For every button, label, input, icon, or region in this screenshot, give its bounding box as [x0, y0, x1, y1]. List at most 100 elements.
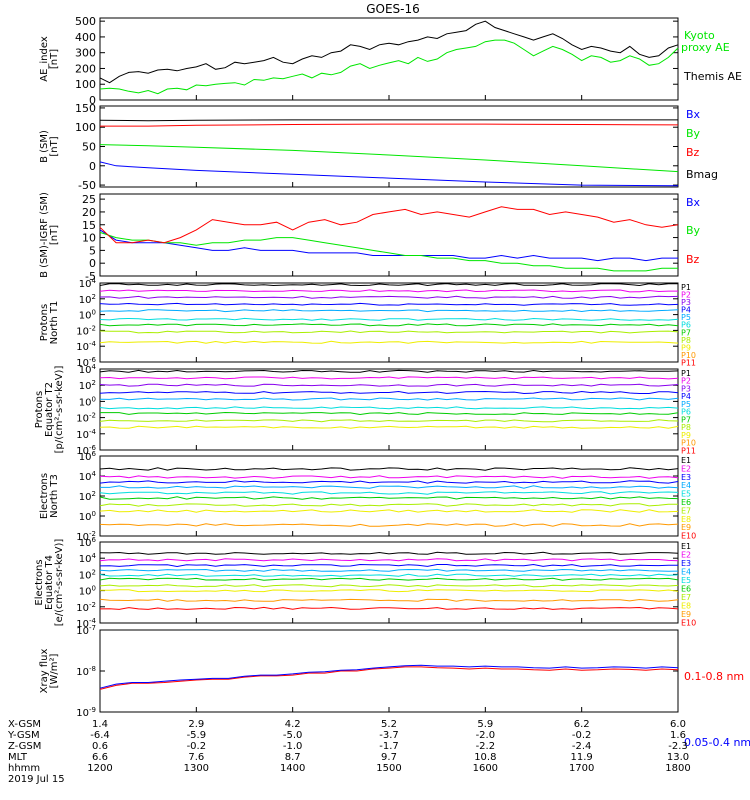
x-tick-value: -5.0 [283, 730, 303, 741]
channel-p1-line [99, 283, 679, 287]
y-tick-label: 300 [75, 47, 96, 60]
panel-frame [99, 368, 679, 451]
y-tick-label: 0 [89, 257, 96, 270]
y-tick-label: 100 [79, 585, 96, 598]
y-tick-label: 50 [82, 141, 96, 154]
x-tick-value: 9.7 [381, 752, 397, 763]
panel-pe: 104 102 100 10-2 10-4 10-6 Protons Equator T2 [p… [34, 363, 696, 457]
x-row-label: MLT [8, 752, 28, 763]
x-tick-value: 1300 [184, 763, 209, 774]
x-tick-value: 8.7 [285, 752, 301, 763]
legend-e3: E3 [681, 473, 691, 482]
series-by [99, 144, 679, 173]
x-tick-value: 1.4 [92, 719, 108, 730]
x-tick-value: -6.4 [90, 730, 110, 741]
legend-p10: P10 [681, 439, 696, 448]
legend-p5: P5 [681, 400, 691, 409]
legend-e6: E6 [681, 498, 691, 507]
legend-0-1-0-8-nm: 0.1-0.8 nm [684, 670, 744, 683]
x-tick-value: -2.2 [476, 741, 496, 752]
y-tick-label: 100 [75, 121, 96, 134]
legend-p10: P10 [681, 351, 696, 360]
y-tick-label: 25 [82, 193, 96, 206]
x-tick-value: 1.6 [670, 730, 686, 741]
x-tick-value: 1500 [376, 763, 401, 774]
y-tick-label: 400 [75, 31, 96, 44]
channel-e7-line [99, 503, 679, 507]
legend-p11: P11 [681, 358, 696, 367]
x-tick-value: -2.0 [476, 730, 496, 741]
legend-e7: E7 [681, 506, 691, 515]
y-axis-label: AE_index [39, 36, 50, 82]
panel-xray: 10-7 10-8 10-9 Xray flux [W/m²] 0.1-0.8 nm 0.0… [39, 624, 750, 749]
channel-p9-line [99, 340, 679, 344]
channel-p5-line [99, 397, 679, 401]
x-tick-value: 6.2 [574, 719, 590, 730]
legend-bz: Bz [686, 146, 700, 159]
channel-e4-line [100, 485, 679, 489]
y-tick-label: 102 [79, 379, 96, 392]
x-tick-value: 5.2 [381, 719, 397, 730]
panel-frame [99, 17, 679, 101]
y-axis-label: Electrons [39, 473, 50, 519]
y-tick-label: 15 [82, 219, 96, 232]
legend-bx: Bx [686, 196, 701, 209]
legend-e8: E8 [681, 515, 691, 524]
panel-bsm: -50 0 50 100 150 B (SM) [nT] Bx By Bz Bmag [39, 102, 718, 192]
x-tick-value: 11.9 [571, 752, 593, 763]
legend-e7: E7 [681, 593, 691, 602]
channel-e2-line [99, 475, 679, 479]
x-tick-value: -5.9 [187, 730, 207, 741]
y-axis-label: [nT] [49, 136, 60, 156]
y-tick-label: 100 [75, 78, 96, 91]
y-axis-label: North T1 [49, 301, 60, 345]
channel-p4-line [99, 390, 679, 395]
y-tick-label: 10-2 [76, 530, 96, 543]
legend-p5: P5 [681, 313, 691, 322]
channel-p3-line [99, 295, 679, 299]
legend-e5: E5 [681, 576, 691, 585]
y-axis-label: [p/(cm²-s-sr-keV)] [54, 366, 65, 454]
series-kyoto-proxy-ae [99, 39, 679, 95]
series-bz [99, 206, 679, 244]
legend-p1: P1 [681, 369, 691, 378]
x-tick-value: 1600 [473, 763, 498, 774]
channel-p9-line [99, 425, 679, 429]
channel-e6-line [99, 496, 679, 500]
channel-p5-line [99, 309, 679, 313]
channel-e9-line [99, 598, 679, 602]
channel-p7-line [99, 323, 679, 327]
series-0-05-0-4-nm [99, 664, 679, 689]
y-tick-label: 10 [82, 232, 96, 245]
legend-p8: P8 [681, 423, 691, 432]
legend-e5: E5 [681, 490, 691, 499]
x-tick-value: 2.9 [188, 719, 204, 730]
x-tick-value: 6.6 [92, 752, 108, 763]
legend-0-05-0-4-nm: 0.05-0.4 nm [684, 736, 750, 749]
y-tick-label: 20 [82, 206, 96, 219]
panel-frame [99, 629, 679, 713]
x-tick-value: 1700 [569, 763, 594, 774]
legend-p3: P3 [681, 298, 691, 307]
y-axis-label: [W/m²] [49, 653, 60, 688]
panel-ee: 106 104 102 100 10-2 10-4 Electrons Equator T4[… [34, 536, 696, 630]
x-tick-value: 1800 [665, 763, 690, 774]
y-axis-label: Protons [39, 304, 50, 341]
legend-e4: E4 [681, 481, 691, 490]
y-tick-label: 0 [89, 94, 96, 107]
y-tick-label: 104 [79, 552, 97, 565]
x-tick-value: 7.6 [188, 752, 204, 763]
legend-p3: P3 [681, 384, 691, 393]
y-tick-label: 10-4 [76, 617, 96, 630]
x-tick-value: -1.7 [379, 741, 399, 752]
legend-e9: E9 [681, 610, 691, 619]
channel-e10-line [99, 606, 679, 610]
y-axis-label: Xray flux [39, 649, 50, 694]
legend-e4: E4 [681, 568, 691, 577]
channel-p1-line [99, 369, 679, 373]
legend-e6: E6 [681, 585, 691, 594]
y-axis-label: [nT] [49, 49, 60, 69]
x-row-label: Y-GSM [7, 730, 40, 741]
